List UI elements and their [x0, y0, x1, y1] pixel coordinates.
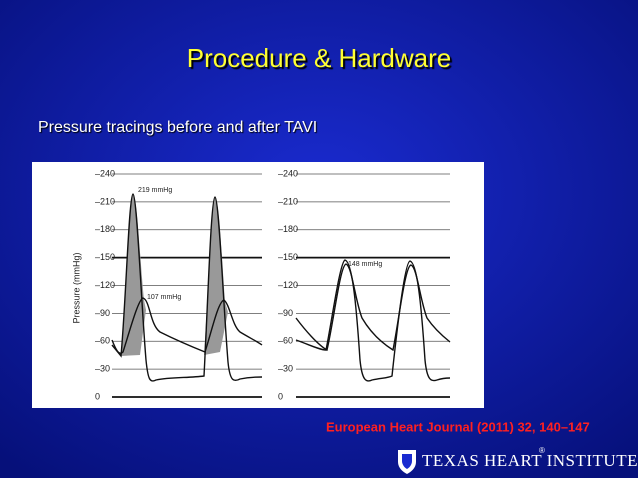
tick-label-bg — [275, 391, 295, 403]
tick-label-bg — [92, 251, 112, 264]
tick-label-bg — [92, 168, 112, 180]
y-tick-label: –180 — [95, 224, 115, 234]
y-tick-label: –60 — [95, 336, 110, 346]
y-tick-label: –90 — [278, 308, 293, 318]
y-tick-label: –150 — [95, 252, 115, 262]
tick-label-bg — [275, 251, 295, 264]
y-tick-label: –150 — [278, 252, 298, 262]
y-tick-label: –210 — [278, 196, 298, 206]
y-tick-label: –180 — [278, 224, 298, 234]
tick-label-bg — [275, 168, 295, 180]
annotation: 219 mmHg — [138, 187, 172, 194]
y-tick-label: 0 — [95, 391, 100, 401]
tick-label-bg — [92, 279, 112, 292]
subtitle: Pressure tracings before and after TAVI — [38, 119, 317, 136]
annotation: 148 mmHg — [348, 261, 382, 268]
tick-label-bg — [92, 307, 112, 320]
tick-label-bg — [275, 307, 295, 320]
tick-label-bg — [92, 335, 112, 348]
tick-label-bg — [92, 363, 112, 376]
y-tick-label: –60 — [278, 336, 293, 346]
aortic-tracing — [295, 263, 451, 352]
y-tick-label: –30 — [95, 364, 110, 374]
y-tick-label: –120 — [278, 280, 298, 290]
aortic-tracing — [111, 297, 263, 354]
citation: European Heart Journal (2011) 32, 140–14… — [326, 419, 590, 434]
y-tick-label: –240 — [278, 168, 298, 178]
y-axis-label: Pressure (mmHg) — [71, 252, 81, 323]
logo-shield-inner — [402, 454, 412, 469]
y-tick-label: –120 — [95, 280, 115, 290]
logo: Texas Heart Institute ® — [398, 446, 638, 474]
registered-mark: ® — [539, 446, 545, 455]
tick-label-bg — [92, 223, 112, 236]
pressure-gradient-area — [204, 197, 228, 355]
figure: Pressure (mmHg) –240 –210 –180 –150 –120 –90 –… — [32, 162, 484, 408]
tick-label-bg — [275, 279, 295, 292]
lv-tracing — [295, 259, 451, 382]
y-tick-label: –30 — [278, 364, 293, 374]
logo-text: Texas Heart Institute — [422, 451, 638, 470]
tick-label-bg — [92, 391, 112, 403]
y-tick-label: –240 — [95, 168, 115, 178]
y-tick-label: 0 — [278, 391, 283, 401]
pressure-gradient-area — [121, 194, 146, 356]
tick-label-bg — [275, 195, 295, 208]
slide-title: Procedure & Hardware — [187, 43, 451, 73]
tick-label-bg — [275, 363, 295, 376]
y-tick-label: –210 — [95, 196, 115, 206]
annotation: 107 mmHg — [147, 294, 181, 301]
tick-label-bg — [275, 223, 295, 236]
y-tick-label: –90 — [95, 308, 110, 318]
tick-label-bg — [275, 335, 295, 348]
lv-tracing — [111, 193, 263, 382]
tick-label-bg — [92, 195, 112, 208]
